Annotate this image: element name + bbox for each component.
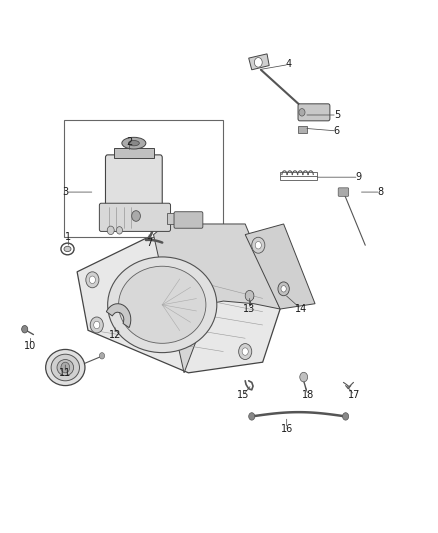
Text: 1: 1 (65, 232, 71, 243)
Circle shape (21, 326, 28, 333)
Bar (298, 126, 307, 133)
Polygon shape (77, 235, 280, 373)
Circle shape (117, 227, 123, 234)
Circle shape (94, 321, 100, 329)
Text: 2: 2 (127, 136, 133, 147)
Text: 8: 8 (378, 187, 384, 197)
Circle shape (107, 226, 114, 235)
Text: 7: 7 (146, 238, 152, 247)
Text: 16: 16 (281, 424, 293, 434)
Circle shape (343, 413, 349, 420)
Circle shape (89, 276, 95, 284)
Ellipse shape (51, 354, 80, 381)
Text: 15: 15 (237, 390, 249, 400)
Circle shape (299, 109, 305, 116)
Circle shape (99, 353, 105, 359)
Ellipse shape (128, 141, 139, 146)
Text: 10: 10 (24, 341, 36, 351)
Circle shape (86, 272, 99, 288)
Circle shape (254, 58, 262, 67)
Ellipse shape (57, 360, 74, 375)
Circle shape (300, 372, 307, 382)
Text: 17: 17 (348, 390, 360, 400)
Text: 18: 18 (302, 390, 314, 400)
Text: 11: 11 (59, 368, 71, 378)
Text: 9: 9 (356, 172, 362, 182)
Wedge shape (106, 304, 131, 328)
Circle shape (252, 237, 265, 253)
Circle shape (281, 286, 286, 292)
Polygon shape (153, 219, 280, 373)
FancyBboxPatch shape (106, 155, 162, 213)
FancyBboxPatch shape (338, 188, 349, 196)
Polygon shape (249, 54, 269, 70)
Text: 12: 12 (109, 329, 121, 340)
Ellipse shape (122, 138, 146, 149)
Bar (64, 120, 223, 237)
Circle shape (249, 413, 255, 420)
FancyBboxPatch shape (99, 203, 170, 231)
Polygon shape (245, 224, 315, 309)
Text: 13: 13 (244, 304, 256, 314)
Text: 4: 4 (286, 60, 292, 69)
Text: 3: 3 (62, 187, 68, 197)
FancyBboxPatch shape (174, 212, 203, 228)
Ellipse shape (46, 350, 85, 385)
Circle shape (245, 290, 254, 301)
Circle shape (239, 344, 252, 360)
Ellipse shape (108, 257, 217, 353)
Circle shape (132, 211, 141, 221)
Ellipse shape (64, 246, 71, 252)
Circle shape (242, 348, 248, 356)
Bar (167, 213, 178, 224)
Bar (280, 172, 317, 180)
Circle shape (61, 362, 70, 373)
FancyBboxPatch shape (298, 104, 330, 121)
Text: 6: 6 (334, 126, 340, 136)
Circle shape (255, 241, 261, 249)
Circle shape (90, 317, 103, 333)
Circle shape (278, 282, 289, 296)
Text: 14: 14 (295, 304, 307, 314)
Text: 5: 5 (334, 110, 340, 120)
Ellipse shape (119, 266, 206, 343)
Polygon shape (247, 293, 253, 298)
Bar (114, 148, 153, 158)
